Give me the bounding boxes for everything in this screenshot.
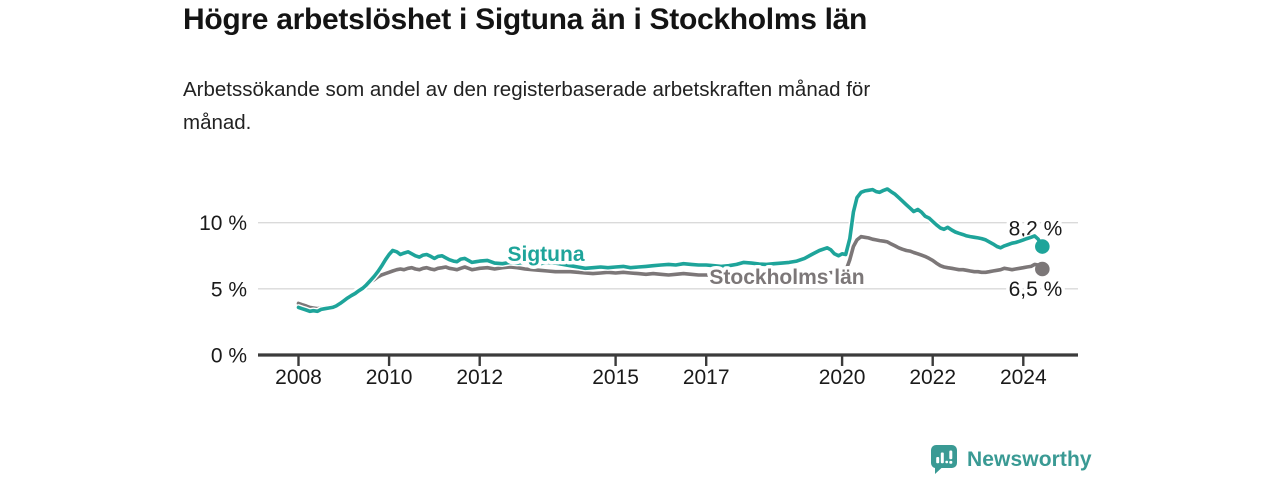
series-line-casing (295, 185, 1046, 315)
y-tick-label: 0 % (211, 345, 247, 368)
subtitle-line-2: månad. (183, 111, 252, 134)
series-line-casing (295, 233, 1046, 312)
end-dot (1035, 261, 1050, 277)
brand-name: Newsworthy (967, 447, 1092, 471)
x-tick-label: 2024 (1000, 366, 1047, 389)
x-tick-label: 2020 (819, 366, 866, 389)
newsworthy-logo: Newsworthy (930, 444, 1092, 475)
y-tick-label: 10 % (199, 212, 247, 235)
page-title: Högre arbetslöshet i Sigtuna än i Stockh… (183, 3, 868, 36)
end-value-label: 6,5 % (1009, 278, 1063, 301)
x-tick-label: 2015 (592, 366, 639, 389)
x-tick-label: 2010 (366, 366, 413, 389)
x-tick-label: 2022 (909, 366, 956, 389)
x-tick-label: 2017 (683, 366, 730, 389)
series-label-stockholms-l-n: Stockholms län (709, 266, 864, 289)
chart-subtitle: Arbetssökande som andel av den registerb… (183, 73, 870, 139)
subtitle-line-1: Arbetssökande som andel av den registerb… (183, 78, 871, 101)
x-tick-label: 2008 (275, 366, 322, 389)
series-label-sigtuna: Sigtuna (508, 243, 585, 266)
bar-chart-speech-bubble-icon (930, 445, 957, 474)
series-line-stockholms-l-n (296, 234, 1045, 311)
end-dot (1035, 239, 1050, 254)
series-line-sigtuna (296, 187, 1045, 314)
y-tick-label: 5 % (211, 278, 247, 301)
x-tick-label: 2012 (456, 366, 503, 389)
